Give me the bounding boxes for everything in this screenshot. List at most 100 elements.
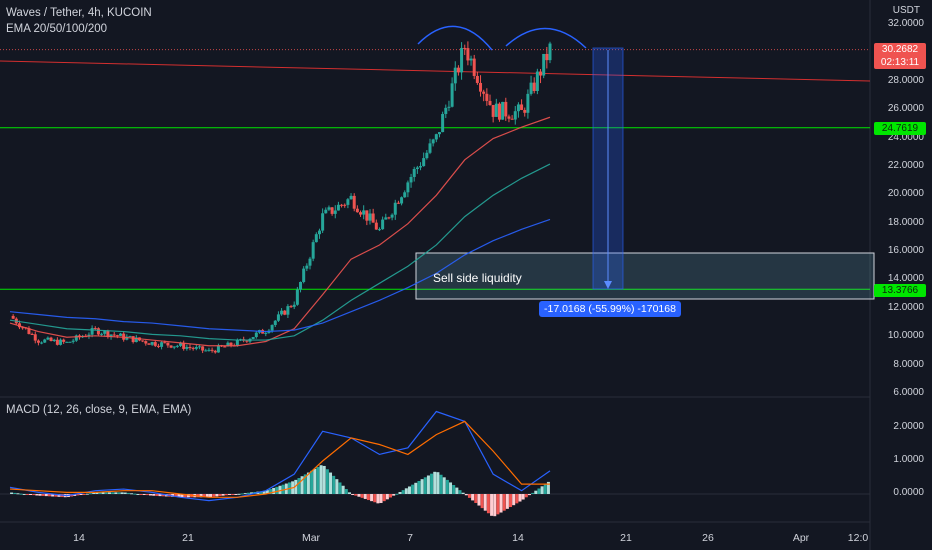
measure-label[interactable]: -17.0168 (-55.99%) -170168 bbox=[539, 301, 681, 317]
candle-body bbox=[103, 330, 107, 334]
macd-histogram-bar bbox=[540, 486, 544, 494]
macd-histogram-bar bbox=[319, 465, 323, 494]
macd-histogram-bar bbox=[433, 471, 437, 494]
candle-body bbox=[422, 158, 426, 167]
candle-body bbox=[409, 176, 413, 183]
resistance-badge: 24.7619 bbox=[874, 122, 926, 135]
macd-histogram-bar bbox=[19, 493, 23, 495]
macd-histogram-bar bbox=[224, 494, 228, 496]
candle-body bbox=[305, 265, 309, 269]
price-tick-label: 12.0000 bbox=[887, 301, 924, 313]
candle-body bbox=[412, 169, 416, 177]
ema-legend[interactable]: EMA 20/50/100/200 bbox=[6, 23, 108, 35]
macd-histogram-bar bbox=[158, 494, 162, 497]
shoulder-arc-left bbox=[417, 25, 493, 51]
macd-histogram-bar bbox=[89, 493, 93, 495]
candle-body bbox=[179, 343, 183, 346]
macd-histogram-bar bbox=[161, 494, 165, 497]
candle-body bbox=[74, 335, 78, 341]
macd-histogram-bar bbox=[104, 492, 108, 494]
candle-body bbox=[475, 75, 479, 83]
candle-body bbox=[349, 195, 353, 200]
macd-histogram-bar bbox=[512, 494, 516, 506]
macd-histogram-bar bbox=[205, 494, 209, 498]
candle-body bbox=[472, 58, 476, 76]
macd-histogram-bar bbox=[442, 477, 446, 494]
candle-body bbox=[516, 104, 520, 112]
macd-histogram-bar bbox=[338, 482, 342, 494]
candle-body bbox=[276, 314, 280, 321]
macd-histogram-bar bbox=[136, 494, 140, 495]
candle-body bbox=[251, 337, 255, 340]
macd-histogram-bar bbox=[246, 492, 250, 494]
price-tick-label: 24.0000 bbox=[887, 131, 924, 143]
macd-histogram-bar bbox=[209, 494, 213, 498]
candle-body bbox=[172, 346, 176, 348]
macd-histogram-bar bbox=[215, 494, 219, 497]
candle-body bbox=[147, 343, 151, 345]
candle-body bbox=[153, 342, 157, 346]
countdown-badge: 02:13:11 bbox=[874, 56, 926, 69]
macd-histogram-bar bbox=[379, 494, 383, 503]
macd-histogram-bar bbox=[218, 494, 222, 497]
candle-body bbox=[548, 43, 552, 61]
price-tick-label: 20.0000 bbox=[887, 188, 924, 200]
macd-histogram-bar bbox=[294, 479, 298, 494]
macd-histogram-bar bbox=[471, 494, 475, 501]
macd-histogram-bar bbox=[231, 494, 235, 495]
macd-histogram-bar bbox=[177, 494, 181, 498]
macd-histogram-bar bbox=[120, 492, 124, 494]
macd-histogram-bar bbox=[354, 494, 358, 496]
macd-histogram-bar bbox=[493, 494, 497, 517]
macd-histogram-bar bbox=[10, 492, 14, 494]
candle-body bbox=[27, 328, 31, 334]
macd-histogram-bar bbox=[16, 493, 20, 495]
macd-histogram-bar bbox=[41, 494, 45, 496]
candle-body bbox=[327, 207, 331, 210]
candle-body bbox=[134, 337, 138, 343]
macd-histogram-bar bbox=[439, 474, 443, 494]
time-tick-label: 12:0 bbox=[847, 532, 869, 544]
macd-histogram-bar bbox=[534, 490, 538, 494]
macd-histogram-bar bbox=[423, 477, 427, 494]
macd-histogram-bar bbox=[221, 494, 225, 496]
macd-histogram-bar bbox=[499, 494, 503, 513]
macd-histogram-bar bbox=[363, 494, 367, 499]
price-unit: USDT bbox=[892, 5, 920, 16]
price-tick-label: 14.0000 bbox=[887, 273, 924, 285]
candle-body bbox=[330, 207, 334, 214]
sell-side-liquidity-label[interactable]: Sell side liquidity bbox=[433, 271, 522, 285]
macd-histogram-bar bbox=[79, 494, 83, 495]
macd-histogram-bar bbox=[265, 490, 269, 494]
candle-body bbox=[90, 328, 94, 335]
ema-line-ema50 bbox=[9, 163, 551, 341]
macd-legend[interactable]: MACD (12, 26, close, 9, EMA, EMA) bbox=[6, 404, 192, 416]
macd-histogram-bar bbox=[366, 494, 370, 501]
candle-body bbox=[466, 48, 470, 61]
time-tick-label: 14 bbox=[73, 532, 85, 544]
macd-histogram-bar bbox=[467, 494, 471, 498]
candle-body bbox=[488, 100, 492, 106]
candle-body bbox=[450, 83, 454, 107]
macd-histogram-bar bbox=[303, 474, 307, 494]
macd-histogram-bar bbox=[186, 494, 190, 498]
time-tick-label: 26 bbox=[702, 532, 714, 544]
candle-body bbox=[175, 345, 179, 347]
macd-line bbox=[9, 410, 551, 502]
macd-histogram-bar bbox=[300, 476, 304, 494]
candle-body bbox=[93, 328, 97, 330]
macd-histogram-bar bbox=[335, 479, 339, 494]
symbol-title[interactable]: Waves / Tether, 4h, KUCOIN bbox=[6, 7, 152, 19]
macd-histogram-bar bbox=[101, 492, 105, 494]
shoulder-arc-right bbox=[505, 27, 587, 49]
candle-body bbox=[479, 82, 483, 92]
candle-body bbox=[333, 210, 337, 214]
candle-body bbox=[11, 315, 15, 319]
candle-body bbox=[270, 325, 274, 331]
macd-histogram-bar bbox=[344, 489, 348, 494]
candle-body bbox=[343, 204, 347, 206]
candle-body bbox=[374, 222, 378, 230]
macd-histogram-bar bbox=[123, 492, 127, 494]
macd-histogram-bar bbox=[395, 493, 399, 495]
